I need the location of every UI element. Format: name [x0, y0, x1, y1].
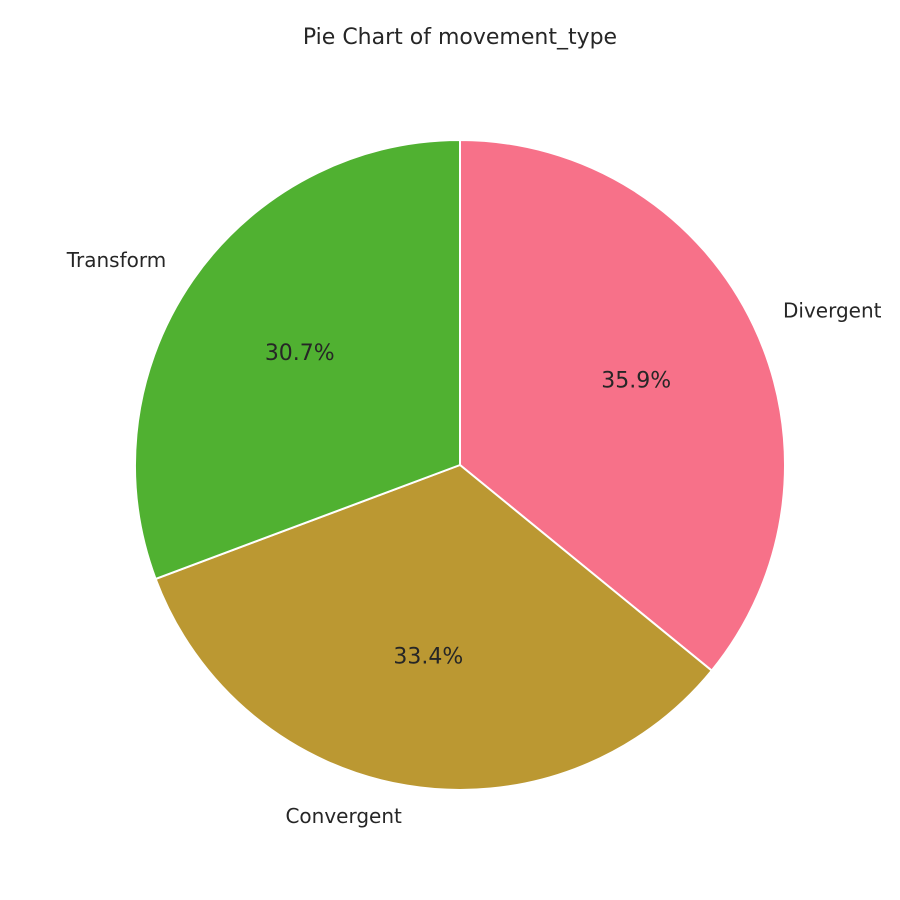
slice-label-convergent: Convergent — [285, 804, 402, 828]
slice-label-divergent: Divergent — [783, 298, 882, 322]
pie-slice-convergent — [154, 463, 714, 791]
slice-percent-convergent: 33.4% — [393, 644, 463, 669]
pie-slice-transform — [134, 138, 461, 581]
pie-slices — [134, 138, 786, 791]
slice-label-transform: Transform — [66, 248, 166, 272]
slice-percent-transform: 30.7% — [265, 341, 335, 366]
pie-slice-divergent — [459, 138, 786, 672]
pie-labels: Divergent 35.9% Convergent 33.4% Transform 30… — [66, 248, 882, 828]
slice-percent-divergent: 35.9% — [601, 368, 671, 393]
chart-title: Pie Chart of movement_type — [303, 25, 617, 50]
